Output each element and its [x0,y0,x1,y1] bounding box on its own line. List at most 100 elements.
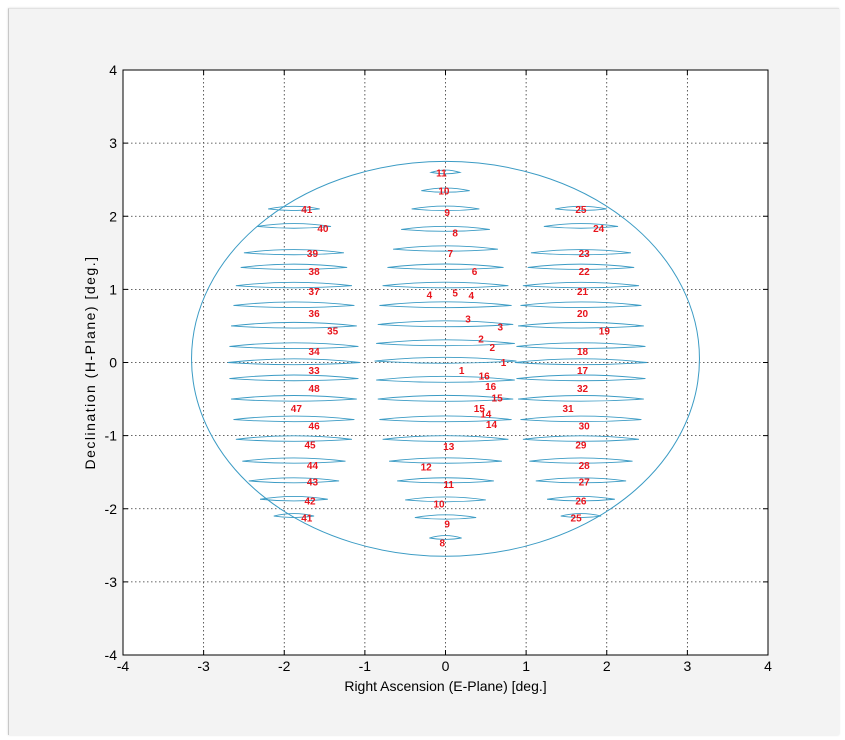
beam-contour [233,415,355,423]
x-axis-label: Right Ascension (E-Plane) [deg.] [344,678,546,694]
beam-label: 14 [486,420,498,431]
beam-label: 7 [448,249,454,260]
beam-contour [377,394,514,402]
beam-contour [518,395,644,402]
beam-label: 46 [309,421,321,432]
beam-contour [411,205,480,212]
beam-contour [405,496,486,503]
beam-contour [530,249,631,256]
x-tick-label: 0 [442,658,450,674]
beam-label: 4 [427,290,433,301]
beam-contour [233,301,355,309]
beam-contour [248,477,340,484]
beam-label: 22 [579,267,591,278]
y-tick-label: 0 [109,355,117,371]
beam-contour [518,321,644,329]
beam-contour [414,514,477,520]
beam-label: 21 [577,287,589,298]
beam-label: 9 [444,519,450,530]
beam-label: 47 [291,404,303,415]
beam-label: 10 [433,500,445,511]
beam-label: 17 [577,366,589,377]
beam-label: 42 [304,497,316,508]
beam-label: 34 [309,347,321,358]
beam-contour [543,223,619,229]
beam-contour [230,321,357,329]
y-axis-label: Declination (H-Plane) [deg.] [82,256,98,470]
beam-contour [527,263,635,270]
y-tick-label: 2 [109,208,117,224]
beam-contour [229,342,359,350]
beam-label: 1 [459,366,465,377]
beam-contour [429,535,462,540]
beam-label: 27 [579,478,591,489]
beam-contour [235,435,353,442]
beam-label: 4 [469,291,475,302]
beam-contour [529,457,633,464]
beam-label: 11 [436,168,447,179]
beam-label: 13 [443,442,455,453]
x-tick-label: 1 [522,658,530,674]
beam-contour [421,187,470,193]
beam-contour [376,375,515,383]
coverage-ellipse-group [191,160,700,557]
coverage-ellipse [191,160,700,557]
beam-contour [227,358,361,366]
beam-contour [387,263,504,270]
beam-contour [259,495,328,502]
beam-label: 15 [474,404,486,415]
beam-label: 32 [577,384,589,395]
beam-contour [374,356,517,364]
x-tick-label: -1 [359,658,372,674]
beam-label: 5 [452,288,458,299]
beam-contour [240,263,348,270]
beam-label: 6 [472,267,478,278]
y-tick-label: 3 [109,135,117,151]
y-tick-label: -3 [105,574,118,590]
beam-label: 44 [307,461,319,472]
beam-contour [268,205,320,211]
x-tick-label: -4 [117,658,130,674]
beam-contours [227,169,648,540]
beam-label: 10 [438,187,450,198]
beam-label: 41 [301,514,313,525]
beam-label: 18 [577,347,589,358]
beam-label: 25 [571,514,583,525]
beam-contour [230,395,357,402]
y-tick-label: -1 [105,428,118,444]
beam-contour [514,358,648,366]
beam-contour [377,320,514,328]
beam-label: 30 [579,421,591,432]
beam-label: 28 [579,461,591,472]
x-tick-label: 3 [683,658,691,674]
beam-contour [560,513,602,519]
beam-label: 29 [575,440,587,451]
beam-contour [376,339,515,347]
beam-label: 15 [492,394,504,405]
beam-label: 31 [562,404,574,415]
beam-label: 16 [485,382,497,393]
y-tick-label: -2 [105,501,118,517]
beam-contour [379,415,512,423]
y-tick-label: 4 [109,62,117,78]
beam-label: 8 [452,228,458,239]
beam-label: 24 [593,224,605,235]
beam-label: 48 [309,384,321,395]
beam-contour [273,513,315,519]
beam-label: 11 [443,480,454,491]
beam-contour [229,374,359,382]
beam-label: 19 [599,326,611,337]
beam-label: 1 [501,358,507,369]
beam-contour [393,245,498,252]
beam-label: 12 [421,462,433,473]
beam-label: 26 [575,497,587,508]
beam-contour [555,205,607,211]
beam-label: 45 [304,440,316,451]
beam-contour [520,301,642,309]
beam-contour [516,342,646,350]
beam-contour [242,457,346,464]
beam-contour [522,281,640,289]
beam-label: 35 [327,326,339,337]
beam-contour [256,223,332,229]
